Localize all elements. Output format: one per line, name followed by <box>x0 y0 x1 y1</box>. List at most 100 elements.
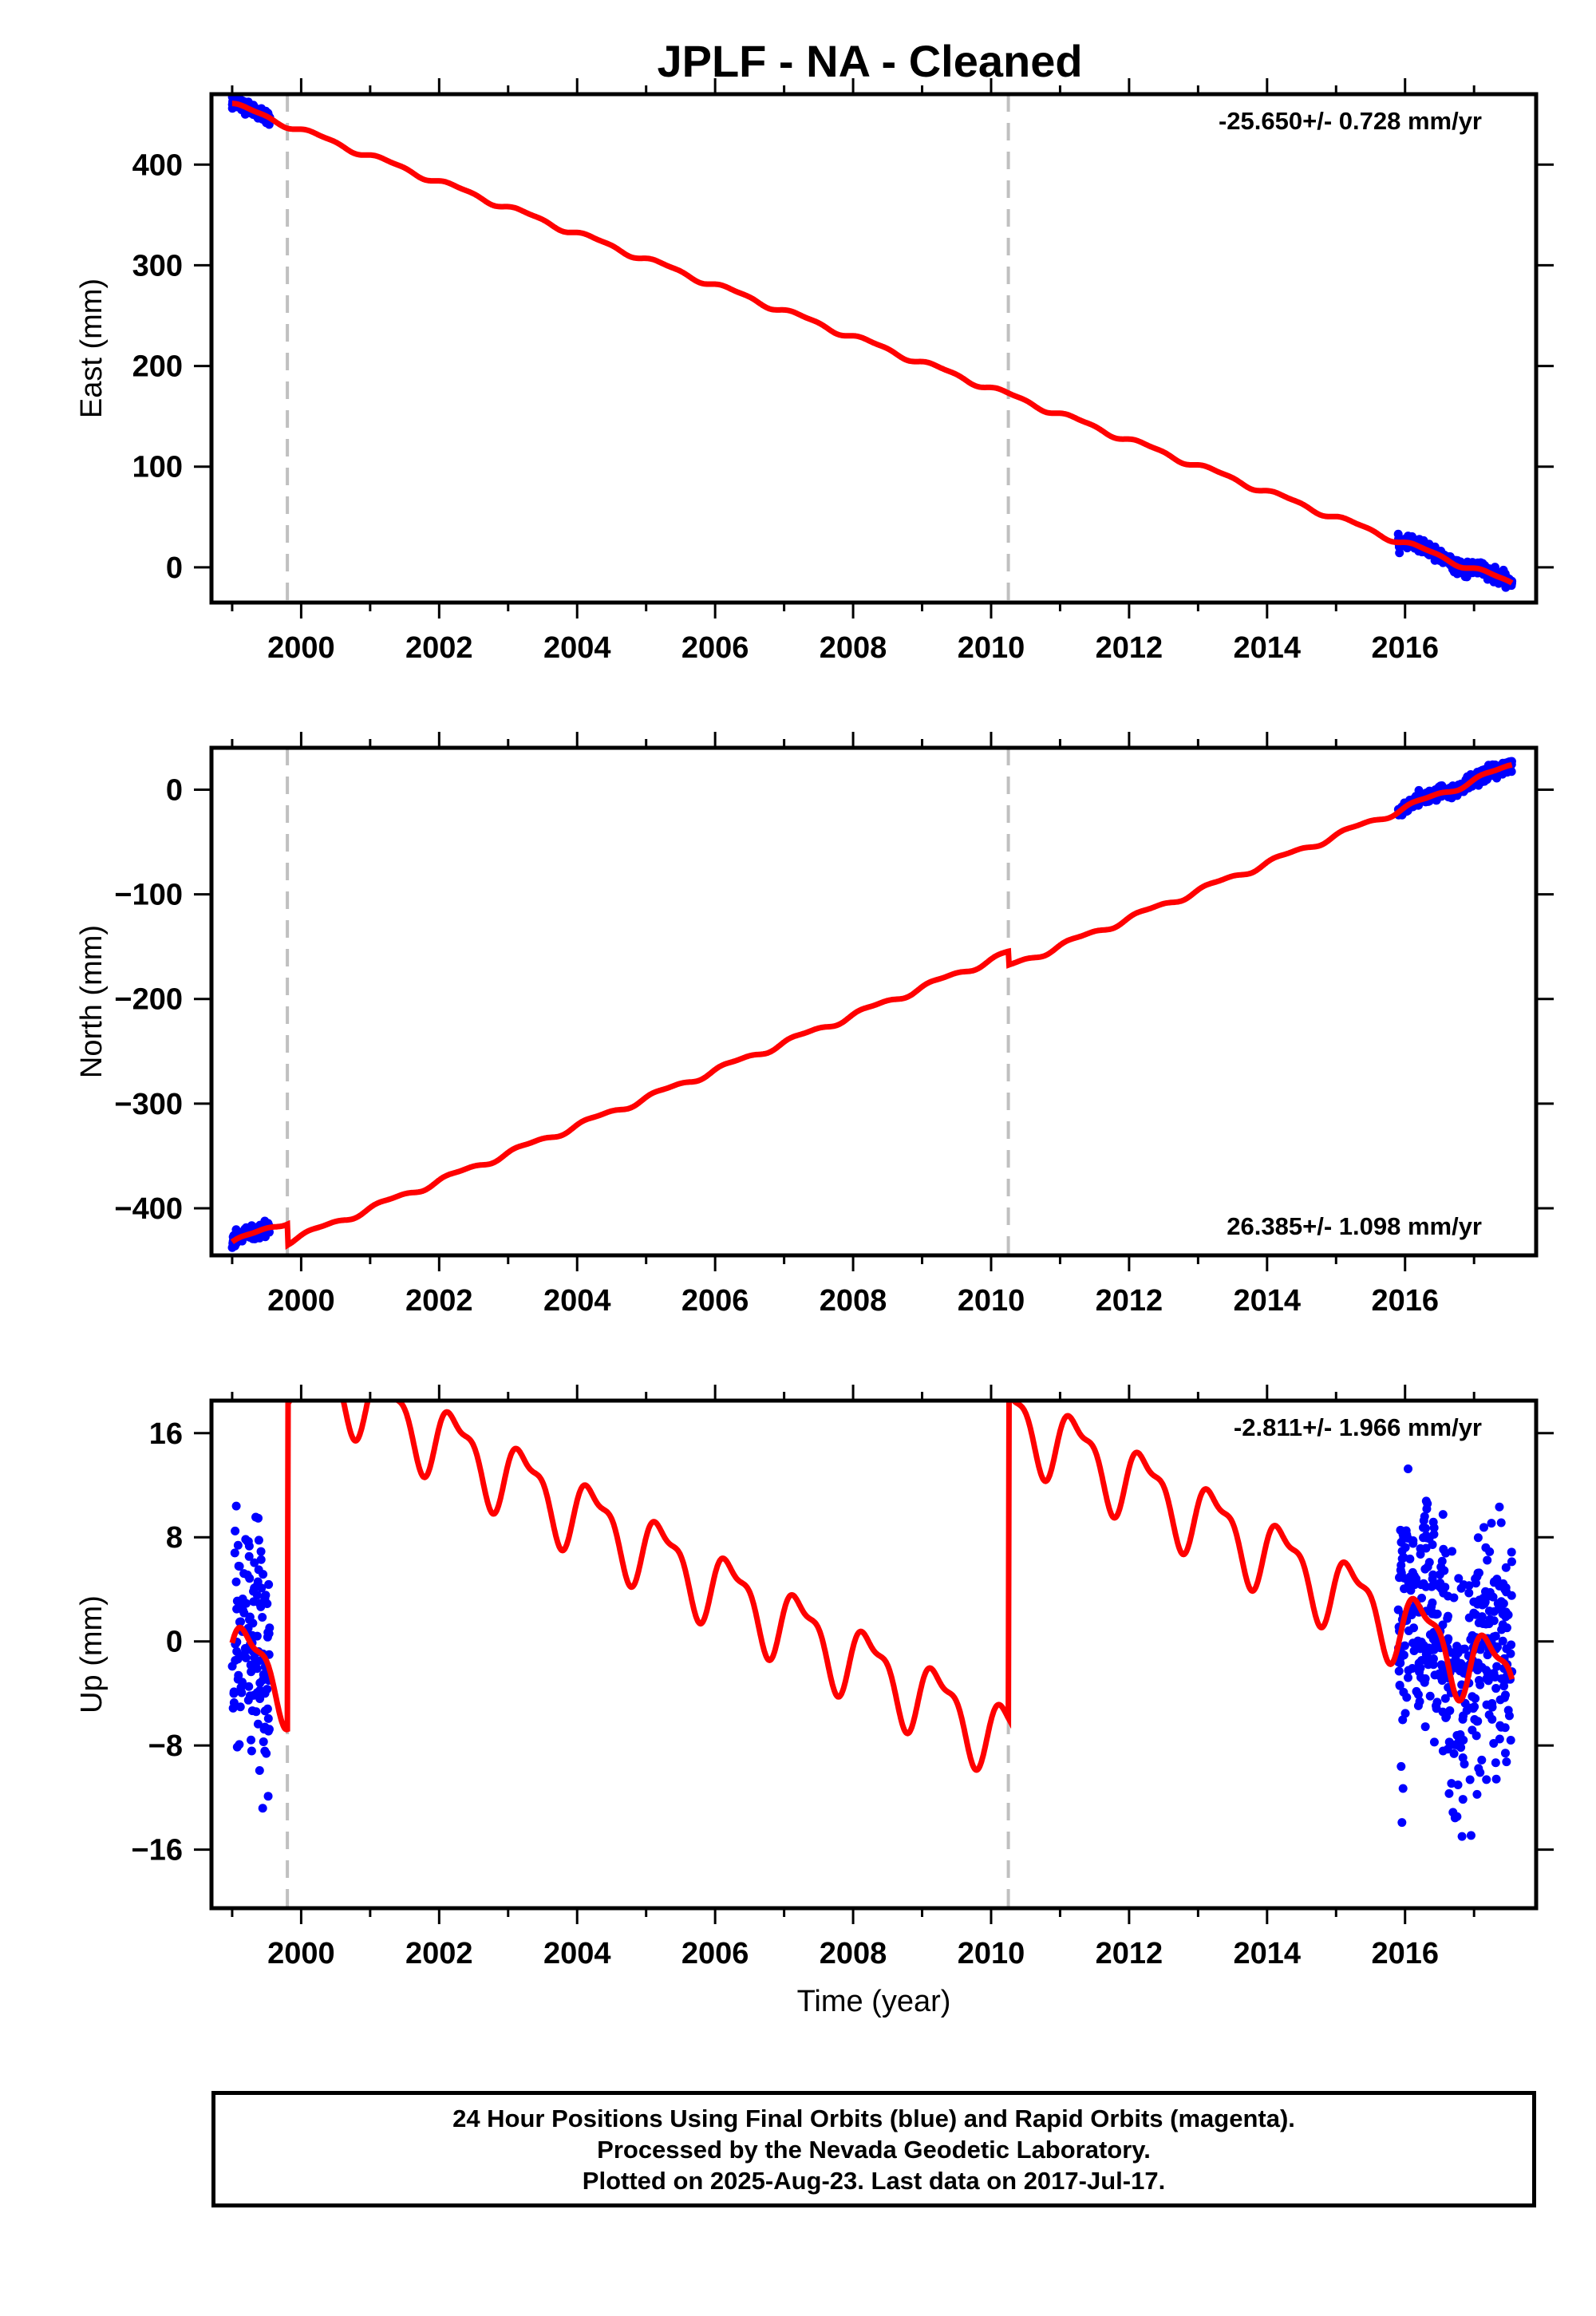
y-tick-label: 16 <box>149 1417 183 1451</box>
rate-label: -25.650+/- 0.728 mm/yr <box>1219 107 1482 135</box>
observation-point <box>259 1570 268 1579</box>
observation-point <box>1479 1523 1489 1532</box>
observation-point <box>259 1737 268 1746</box>
observation-point <box>1506 1735 1515 1745</box>
observation-point <box>1495 1502 1504 1512</box>
observation-point <box>1466 1831 1476 1840</box>
observation-point <box>1500 1690 1510 1700</box>
observation-point <box>1472 1789 1482 1799</box>
observation-point <box>1438 1746 1448 1756</box>
y-tick-label: 400 <box>132 148 183 182</box>
observation-point <box>1485 1547 1495 1556</box>
observation-point <box>1500 1723 1510 1733</box>
observation-point <box>1460 572 1470 582</box>
observation-point <box>1464 1581 1474 1591</box>
y-tick-label: −200 <box>114 983 183 1017</box>
observation-point <box>235 1740 244 1749</box>
x-tick-label: 2000 <box>267 1284 335 1318</box>
y-tick-label: −16 <box>132 1834 183 1867</box>
observation-point <box>1403 1534 1412 1543</box>
observation-point <box>1476 1645 1485 1654</box>
x-tick-label: 2006 <box>681 1284 749 1318</box>
observation-point <box>1489 1578 1499 1587</box>
observation-point <box>1456 1583 1466 1593</box>
observation-point <box>1487 1698 1497 1708</box>
observation-point <box>258 1804 267 1813</box>
observation-point <box>231 1526 240 1535</box>
observation-point <box>1397 1554 1407 1563</box>
observation-point <box>261 1591 271 1600</box>
observation-point <box>240 1644 250 1654</box>
observation-point <box>1489 1607 1499 1616</box>
y-tick-label: 8 <box>166 1521 183 1555</box>
observation-point <box>1458 1795 1468 1804</box>
observation-point <box>1468 1725 1477 1735</box>
observation-point <box>1438 1707 1448 1717</box>
observation-point <box>255 1686 265 1696</box>
observation-point <box>1470 1702 1479 1712</box>
observation-point <box>1482 1775 1491 1784</box>
observation-point <box>1492 1662 1502 1671</box>
observation-point <box>1445 1705 1455 1715</box>
observation-point <box>1437 1556 1447 1566</box>
panel-up-plot-area <box>227 1401 1517 1908</box>
observation-point <box>1413 1701 1423 1710</box>
model-fit-line <box>229 1401 1515 1773</box>
panel-frame <box>209 92 1539 605</box>
observation-point <box>1479 1594 1488 1603</box>
observation-point <box>1491 1758 1500 1768</box>
x-tick-label: 2014 <box>1234 631 1302 665</box>
observation-point <box>1468 1692 1477 1701</box>
observation-point <box>1396 1761 1406 1771</box>
y-axis-label: Up (mm) <box>75 1595 109 1713</box>
observation-point <box>1503 1610 1513 1619</box>
observation-point <box>1404 1626 1413 1635</box>
observation-point <box>250 1558 259 1567</box>
y-tick-label: 0 <box>166 1626 183 1659</box>
observation-point <box>263 1599 272 1608</box>
observation-point <box>264 1629 274 1638</box>
observation-point <box>1395 548 1404 558</box>
observation-point <box>1395 1681 1404 1690</box>
x-tick-label: 2002 <box>405 1937 473 1970</box>
observation-point <box>262 118 271 128</box>
observation-point <box>251 1512 261 1522</box>
observation-point <box>260 1706 270 1716</box>
x-tick-label: 2000 <box>267 1937 335 1970</box>
observation-point <box>256 1547 266 1556</box>
x-tick-label: 2010 <box>958 631 1025 665</box>
footer-line-processed: Processed by the Nevada Geodetic Laborat… <box>597 2135 1151 2164</box>
observation-point <box>1436 1672 1445 1682</box>
observation-point <box>244 1682 254 1691</box>
observation-point <box>1471 1574 1480 1583</box>
footer-line-orbits: 24 Hour Positions Using Final Orbits (bl… <box>452 2104 1295 2132</box>
observation-point <box>228 1703 238 1713</box>
observation-point <box>1419 1579 1428 1588</box>
observation-point <box>1421 1650 1431 1659</box>
observation-point <box>264 1579 274 1589</box>
chart-title: JPLF - NA - Cleaned <box>657 36 1083 86</box>
observation-point <box>252 1591 262 1600</box>
observation-point <box>232 1646 242 1656</box>
model-fit-line <box>230 762 1513 1250</box>
observation-point <box>1506 1649 1515 1658</box>
observation-point <box>247 1706 257 1716</box>
observation-point <box>1507 1547 1516 1557</box>
y-tick-label: 300 <box>132 249 183 283</box>
x-tick-label: 2004 <box>543 631 611 665</box>
observation-point <box>235 1600 245 1610</box>
observation-point <box>1429 1523 1439 1532</box>
observation-point <box>1459 1711 1468 1721</box>
observation-point <box>1398 1784 1408 1793</box>
observation-point <box>263 1713 273 1723</box>
x-tick-label: 2004 <box>543 1937 611 1970</box>
observation-point <box>230 1548 239 1558</box>
observation-point <box>1444 1737 1454 1747</box>
x-tick-label: 2014 <box>1234 1284 1302 1318</box>
observation-point <box>1424 1660 1433 1670</box>
observation-point <box>243 97 253 107</box>
observation-point <box>255 1599 265 1608</box>
observation-point <box>231 1655 240 1665</box>
observation-point <box>1507 1640 1516 1650</box>
observation-point <box>1439 1544 1448 1554</box>
